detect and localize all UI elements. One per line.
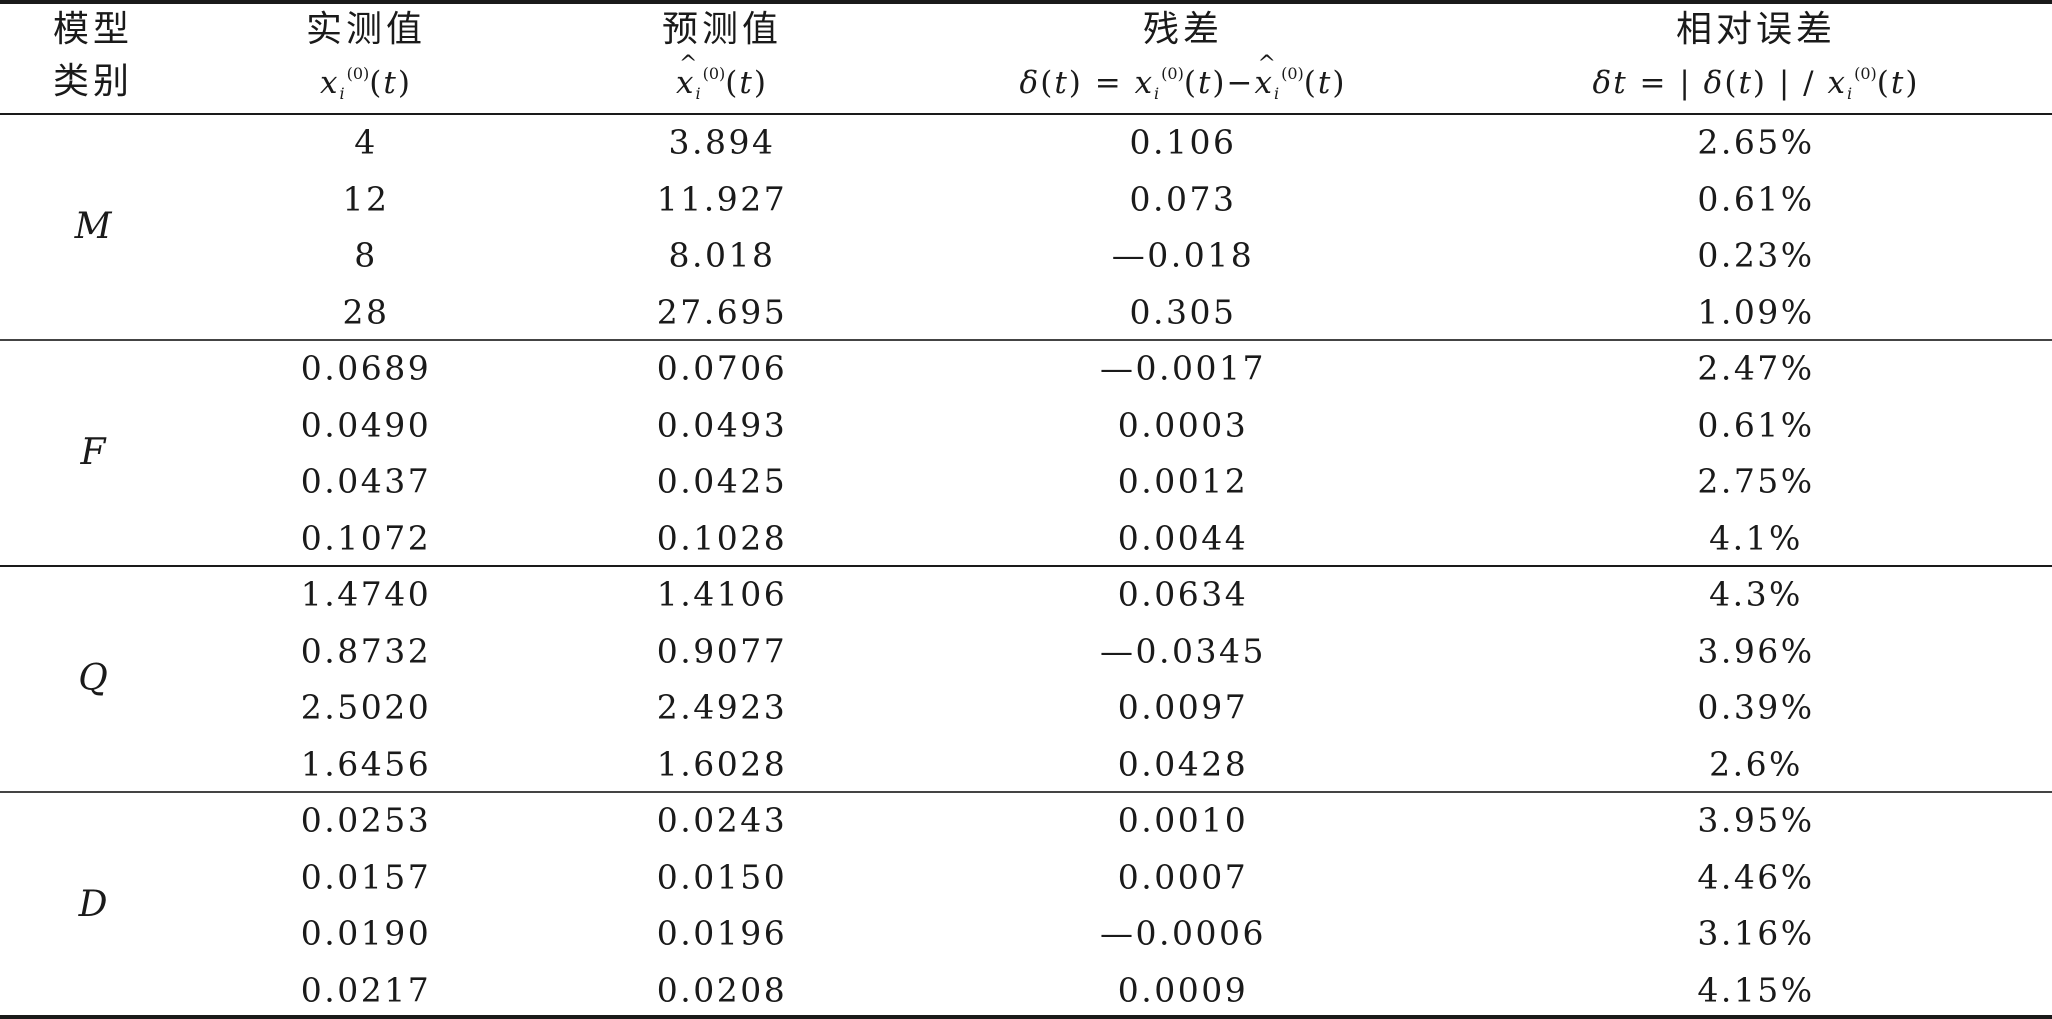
cell-residual: —0.018 xyxy=(1111,235,1255,275)
cell-residual: —0.0017 xyxy=(1100,348,1266,388)
cell-measured: 12 xyxy=(342,179,390,218)
cell-predicted: 2.4923 xyxy=(656,687,788,727)
cell-measured: 2.5020 xyxy=(300,687,432,727)
header-category-line2: 类别 xyxy=(52,61,134,102)
cell-predicted: 0.0208 xyxy=(656,970,788,1009)
cell-residual: 0.0097 xyxy=(1117,687,1249,727)
cell-residual: 0.073 xyxy=(1129,179,1237,218)
group-divider xyxy=(0,791,2052,793)
cell-relative-error: 2.75% xyxy=(1697,461,1815,501)
cell-measured: 0.1072 xyxy=(300,518,432,557)
cell-predicted: 0.0425 xyxy=(656,461,788,501)
cell-residual: 0.0634 xyxy=(1117,574,1249,614)
cell-measured: 1.6456 xyxy=(300,744,432,783)
cell-relative-error: 0.61% xyxy=(1697,179,1815,218)
cell-predicted: 0.0493 xyxy=(656,405,788,444)
cell-relative-error: 4.15% xyxy=(1697,970,1815,1009)
cell-residual: 0.0044 xyxy=(1117,518,1249,557)
bottom-rule xyxy=(0,1015,2052,1019)
cell-relative-error: 0.61% xyxy=(1697,405,1815,444)
top-rule xyxy=(0,0,2052,4)
header-rule xyxy=(0,113,2052,115)
cell-measured: 0.0190 xyxy=(300,913,432,953)
cell-relative-error: 2.65% xyxy=(1697,122,1815,162)
cell-measured: 28 xyxy=(342,292,390,331)
header-residual: 残差 xyxy=(1142,9,1224,50)
cell-residual: 0.0428 xyxy=(1117,744,1249,783)
cell-measured: 0.0437 xyxy=(300,461,432,501)
cell-predicted: 3.894 xyxy=(668,122,776,162)
cell-predicted: 0.0196 xyxy=(656,913,788,953)
formula-predicted: xi(0)(t) xyxy=(676,54,768,102)
cell-residual: 0.106 xyxy=(1129,122,1237,162)
cell-residual: 0.0012 xyxy=(1117,461,1249,501)
cell-relative-error: 3.16% xyxy=(1697,913,1815,953)
category-label: M xyxy=(74,205,112,247)
cell-relative-error: 2.47% xyxy=(1697,348,1815,388)
cell-residual: —0.0006 xyxy=(1100,913,1266,953)
cell-relative-error: 0.39% xyxy=(1697,687,1815,727)
cell-residual: —0.0345 xyxy=(1100,631,1266,670)
cell-predicted: 0.9077 xyxy=(656,631,788,670)
cell-predicted: 0.1028 xyxy=(656,518,788,557)
cell-predicted: 1.4106 xyxy=(656,574,788,614)
cell-measured: 0.0217 xyxy=(300,970,432,1009)
formula-residual: δ(t) = xi(0)(t)−xi(0)(t) xyxy=(1020,54,1347,102)
cell-residual: 0.0007 xyxy=(1117,857,1249,896)
cell-measured: 0.0689 xyxy=(300,348,432,388)
cell-relative-error: 4.3% xyxy=(1709,574,1803,614)
header-category-line1: 模型 xyxy=(52,9,134,50)
cell-predicted: 1.6028 xyxy=(656,744,788,783)
cell-residual: 0.0010 xyxy=(1117,800,1249,840)
cell-predicted: 0.0243 xyxy=(656,800,788,840)
cell-relative-error: 4.46% xyxy=(1697,857,1815,896)
cell-measured: 8 xyxy=(354,235,378,275)
formula-measured: xi(0)(t) xyxy=(320,64,412,103)
cell-residual: 0.0003 xyxy=(1117,405,1249,444)
cell-relative-error: 0.23% xyxy=(1697,235,1815,275)
cell-measured: 0.0490 xyxy=(300,405,432,444)
cell-measured: 0.0157 xyxy=(300,857,432,896)
cell-residual: 0.0009 xyxy=(1117,970,1249,1009)
cell-residual: 0.305 xyxy=(1129,292,1237,331)
cell-relative-error: 2.6% xyxy=(1709,744,1803,783)
cell-relative-error: 4.1% xyxy=(1709,518,1803,557)
cell-predicted: 0.0706 xyxy=(656,348,788,388)
cell-predicted: 8.018 xyxy=(668,235,776,275)
header-predicted: 预测值 xyxy=(661,9,783,50)
category-label: D xyxy=(78,883,108,925)
cell-measured: 0.0253 xyxy=(300,800,432,840)
header-relative-error: 相对误差 xyxy=(1675,9,1837,50)
category-label: F xyxy=(80,431,106,473)
cell-relative-error: 3.95% xyxy=(1697,800,1815,840)
cell-predicted: 0.0150 xyxy=(656,857,788,896)
cell-relative-error: 1.09% xyxy=(1697,292,1815,331)
group-divider xyxy=(0,565,2052,567)
cell-predicted: 11.927 xyxy=(656,179,788,218)
cell-predicted: 27.695 xyxy=(656,292,788,331)
cell-measured: 1.4740 xyxy=(300,574,432,614)
formula-relative-error: δt = | δ(t) | / xi(0)(t) xyxy=(1592,64,1920,103)
category-label: Q xyxy=(78,657,108,699)
header-measured: 实测值 xyxy=(305,9,427,50)
cell-measured: 0.8732 xyxy=(300,631,432,670)
group-divider xyxy=(0,339,2052,341)
cell-relative-error: 3.96% xyxy=(1697,631,1815,670)
cell-measured: 4 xyxy=(354,122,378,162)
